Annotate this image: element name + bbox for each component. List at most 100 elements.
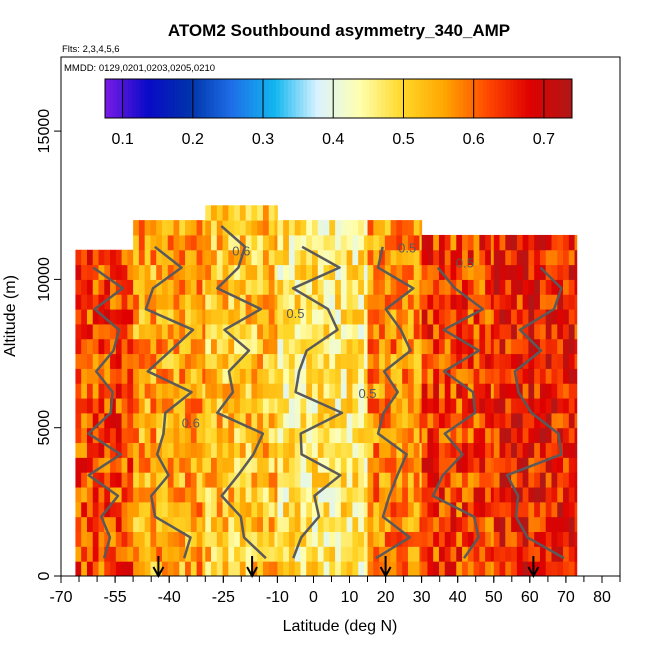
- heatmap-cell: [274, 516, 278, 533]
- heatmap-cell: [317, 501, 325, 518]
- heatmap-cell: [196, 531, 203, 547]
- heatmap-cell: [138, 234, 146, 251]
- heatmap-cell: [138, 442, 146, 458]
- contour-label: 0.6: [182, 416, 200, 431]
- heatmap-cell: [499, 353, 506, 369]
- heatmap-cell: [312, 516, 319, 533]
- heatmap-cell: [384, 427, 392, 444]
- colorbar-swatch: [548, 79, 553, 118]
- heatmap-cell: [352, 531, 359, 547]
- heatmap-cell: [196, 516, 203, 533]
- heatmap-cell: [288, 501, 296, 518]
- heatmap-cell: [179, 427, 186, 444]
- heatmap-cell: [329, 249, 336, 266]
- heatmap-cell: [173, 472, 180, 488]
- heatmap-cell: [323, 353, 330, 369]
- heatmap-cell: [228, 501, 235, 518]
- heatmap-cell: [528, 353, 535, 369]
- heatmap-cell: [312, 531, 319, 547]
- heatmap-cell: [283, 383, 290, 399]
- heatmap-cell: [202, 442, 206, 458]
- heatmap-cell: [557, 234, 564, 251]
- heatmap-cell: [121, 472, 128, 488]
- heatmap-cell: [462, 234, 469, 251]
- contour-line: [431, 266, 485, 559]
- heatmap-cell: [346, 323, 353, 340]
- heatmap-cell: [551, 309, 558, 325]
- heatmap-cell: [438, 516, 446, 533]
- heatmap-cell: [92, 279, 100, 295]
- heatmap-cell: [444, 412, 451, 429]
- heatmap-cell: [179, 383, 186, 399]
- heatmap-cell: [190, 279, 198, 295]
- heatmap-cell: [92, 516, 100, 533]
- heatmap-cell: [479, 338, 486, 355]
- heatmap-cell: [557, 561, 564, 576]
- heatmap-cell: [433, 427, 440, 444]
- heatmap-cell: [121, 249, 128, 266]
- heatmap-cell: [185, 472, 192, 488]
- heatmap-cell: [317, 309, 325, 325]
- heatmap-cell: [407, 546, 415, 562]
- colorbar-tick-label: 0.6: [463, 131, 485, 148]
- heatmap-cell: [133, 368, 140, 384]
- heatmap-cell: [202, 234, 206, 251]
- heatmap-cell: [98, 323, 105, 340]
- heatmap-cell: [384, 338, 392, 355]
- heatmap-cell: [444, 264, 451, 280]
- heatmap-cell: [179, 234, 186, 251]
- heatmap-cell: [450, 427, 457, 444]
- heatmap-cell: [196, 487, 203, 503]
- heatmap-cell: [262, 412, 270, 429]
- heatmap-cell: [499, 516, 506, 533]
- heatmap-cell: [98, 279, 105, 295]
- colorbar-swatch: [147, 79, 153, 118]
- heatmap-cell: [390, 323, 397, 340]
- heatmap-cell: [433, 294, 440, 310]
- colorbar-swatch: [105, 79, 110, 118]
- contour-line: [291, 245, 344, 559]
- heatmap-cell: [115, 457, 123, 473]
- heatmap-cell: [462, 398, 469, 414]
- heatmap-cell: [234, 279, 241, 295]
- heatmap-cell: [413, 442, 420, 458]
- heatmap-cell: [277, 338, 284, 355]
- heatmap-cell: [329, 516, 336, 533]
- colorbar-swatch: [377, 79, 382, 118]
- heatmap-cell: [479, 398, 486, 414]
- heatmap-cell: [277, 531, 284, 547]
- heatmap-cell: [479, 546, 486, 562]
- heatmap-cell: [245, 442, 252, 458]
- heatmap-cell: [306, 368, 313, 384]
- heatmap-cell: [511, 442, 518, 458]
- colorbar-swatch: [365, 79, 371, 118]
- heatmap-cell: [211, 561, 218, 576]
- heatmap-cell: [190, 264, 198, 280]
- heatmap-cell: [358, 487, 365, 503]
- colorbar-swatch: [369, 79, 374, 118]
- heatmap-cell: [444, 501, 451, 518]
- heatmap-cell: [456, 249, 463, 266]
- heatmap-cell: [363, 442, 369, 458]
- heatmap-cell: [86, 249, 94, 266]
- heatmap-cell: [104, 368, 111, 384]
- heatmap-cell: [396, 457, 403, 473]
- heatmap-cell: [557, 472, 564, 488]
- heatmap-cell: [329, 383, 336, 399]
- heatmap-cell: [479, 412, 486, 429]
- heatmap-cell: [340, 487, 348, 503]
- heatmap-cell: [563, 368, 570, 384]
- colorbar-swatch: [389, 79, 394, 118]
- heatmap-cell: [268, 561, 275, 576]
- heatmap-cell: [438, 383, 446, 399]
- heatmap-cell: [363, 531, 369, 547]
- heatmap-cell: [115, 398, 123, 414]
- heatmap-cell: [485, 487, 492, 503]
- heatmap-cell: [161, 323, 169, 340]
- heatmap-cell: [251, 234, 258, 251]
- heatmap-cell: [216, 561, 224, 576]
- heatmap-cell: [329, 264, 336, 280]
- heatmap-cell: [110, 309, 117, 325]
- heatmap-cell: [251, 205, 258, 221]
- heatmap-cell: [390, 264, 397, 280]
